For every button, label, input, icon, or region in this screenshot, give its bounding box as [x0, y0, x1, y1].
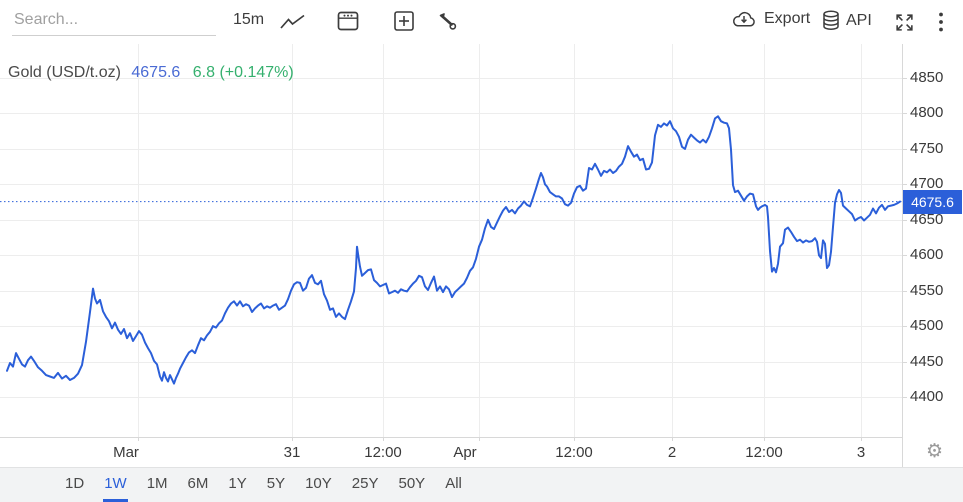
timeframe-1y[interactable]: 1Y	[228, 475, 247, 492]
timeframe-1w[interactable]: 1W	[103, 468, 128, 502]
timeframe-5y[interactable]: 5Y	[266, 475, 286, 492]
x-axis-label: 12:00	[745, 444, 783, 461]
x-axis-label: Apr	[453, 444, 477, 461]
timeframe-25y[interactable]: 25Y	[351, 475, 379, 492]
y-axis-label: 4650	[910, 211, 944, 228]
search-input[interactable]	[12, 6, 216, 36]
y-axis-label: 4500	[910, 317, 944, 334]
cloud-download-icon	[732, 11, 755, 27]
chart-settings-gear-icon[interactable]: ⚙	[926, 441, 944, 462]
settings-wrench-icon[interactable]	[435, 9, 459, 33]
timeframe-50y[interactable]: 50Y	[398, 475, 426, 492]
line-chart-icon[interactable]	[280, 14, 306, 31]
calendar-icon[interactable]	[337, 10, 359, 32]
api-label: API	[846, 11, 872, 29]
price-line-path	[6, 115, 901, 385]
x-axis-label: 3	[856, 444, 866, 461]
database-icon	[823, 10, 839, 30]
y-axis-label: 4600	[910, 246, 944, 263]
timeframe-6m[interactable]: 6M	[187, 475, 209, 492]
y-axis-label: 4750	[910, 140, 944, 157]
fullscreen-icon[interactable]	[894, 12, 915, 33]
x-axis-label: 12:00	[555, 444, 593, 461]
y-axis-label: 4450	[910, 353, 944, 370]
timeframe-bar: 1D 1W 1M 6M 1Y 5Y 10Y 25Y 50Y All	[0, 467, 963, 502]
api-button[interactable]: API	[822, 10, 872, 31]
export-button[interactable]: Export	[731, 10, 810, 28]
y-axis-label: 4550	[910, 282, 944, 299]
y-axis-label: 4850	[910, 69, 944, 86]
current-price-tag: 4675.6	[903, 190, 962, 214]
interval-selector[interactable]: 15m	[233, 11, 265, 28]
x-axis-label: Mar	[113, 444, 139, 461]
y-axis-label: 4400	[910, 388, 944, 405]
x-axis-label: 2	[667, 444, 677, 461]
timeframe-1d[interactable]: 1D	[65, 475, 85, 492]
toolbar: 15m Export	[0, 0, 963, 44]
timeframe-all[interactable]: All	[445, 475, 462, 492]
quote-header: Gold (USD/t.oz) 4675.6 6.8 (+0.147%)	[8, 64, 294, 82]
search-box	[12, 6, 216, 36]
kebab-menu-icon[interactable]	[938, 11, 944, 33]
timeframe-10y[interactable]: 10Y	[305, 475, 332, 492]
x-axis-label: 12:00	[364, 444, 402, 461]
last-price: 4675.6	[131, 64, 181, 81]
export-label: Export	[764, 10, 811, 27]
add-indicator-icon[interactable]	[394, 11, 414, 31]
timeframe-1m[interactable]: 1M	[146, 475, 168, 492]
instrument-name: Gold (USD/t.oz)	[8, 64, 121, 81]
price-change: 6.8 (+0.147%)	[192, 64, 294, 81]
y-axis-label: 4800	[910, 104, 944, 121]
y-axis-label: 4700	[910, 175, 944, 192]
x-axis-label: 31	[283, 444, 301, 461]
